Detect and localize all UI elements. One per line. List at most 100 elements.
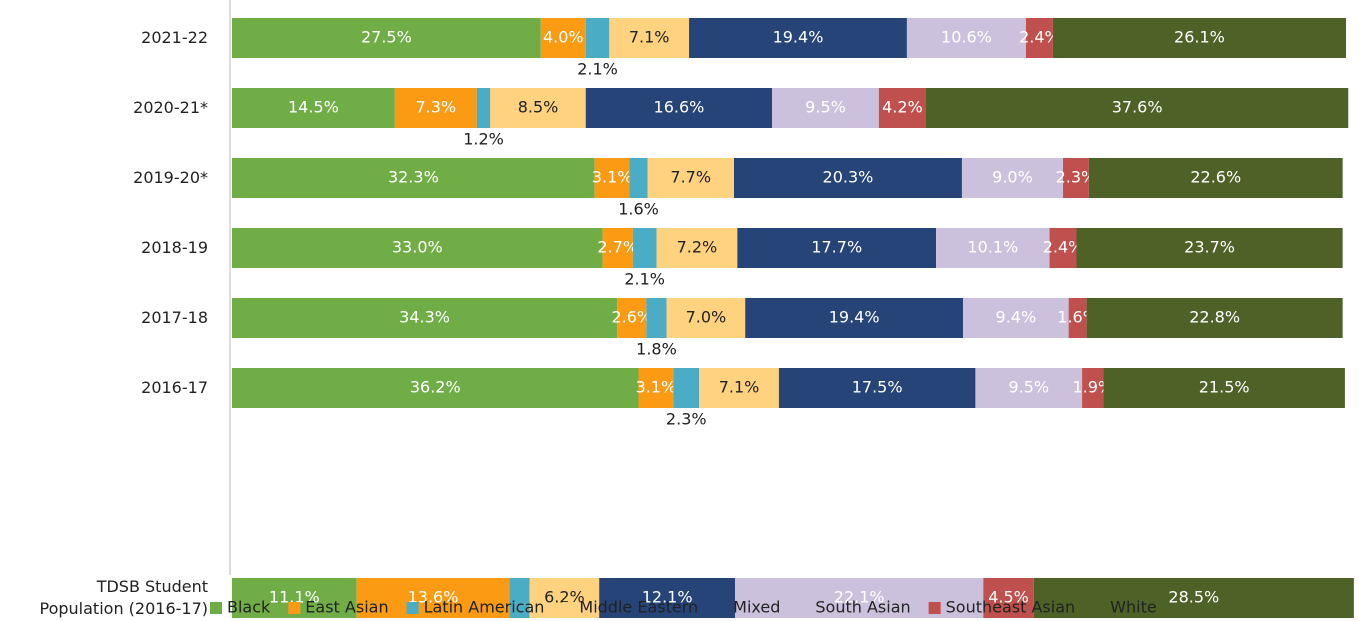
data-label: 3.1% — [636, 378, 677, 397]
bar-segment — [232, 298, 618, 338]
bar-segment — [585, 18, 610, 58]
bar-segment — [602, 228, 633, 268]
bar-segment — [1049, 228, 1077, 268]
data-label: 2.6% — [611, 308, 652, 327]
bar-segment — [232, 18, 541, 58]
bar-segment — [232, 88, 395, 128]
bar-segment — [646, 298, 667, 338]
legend-swatch — [798, 602, 811, 614]
bar-segment — [609, 18, 690, 58]
data-label: 9.5% — [805, 98, 846, 117]
bar-segment — [673, 368, 700, 408]
legend-swatch — [1093, 602, 1106, 614]
data-label: 1.8% — [499, 620, 540, 621]
data-label: 16.6% — [654, 98, 705, 117]
data-label: 2.4% — [1019, 28, 1060, 47]
data-label: 4.2% — [882, 98, 923, 117]
category-label: 2016-17 — [141, 378, 208, 397]
bar-segment — [1088, 158, 1343, 198]
data-label: 17.5% — [852, 378, 903, 397]
bar-segment — [906, 18, 1026, 58]
legend-label: White — [1110, 598, 1157, 617]
bar-segment — [232, 368, 639, 408]
legend-label: South Asian — [815, 598, 910, 617]
legend-label: Mixed — [733, 598, 780, 617]
data-label: 7.7% — [670, 168, 711, 187]
data-label: 11.1% — [269, 588, 320, 607]
data-label: 22.8% — [1189, 308, 1240, 327]
data-label: 12.1% — [642, 588, 693, 607]
data-label: 34.3% — [399, 308, 450, 327]
data-label: 10.6% — [941, 28, 992, 47]
data-label: 6.2% — [544, 588, 585, 607]
bar-segment — [735, 578, 984, 618]
bar-segment — [926, 88, 1349, 128]
bar-segment — [733, 158, 962, 198]
legend-swatch — [210, 602, 222, 614]
bar-segment — [983, 578, 1034, 618]
data-label: 9.0% — [992, 168, 1033, 187]
bar-segment — [1086, 298, 1343, 338]
bar-segment — [745, 298, 964, 338]
data-label: 36.2% — [410, 378, 461, 397]
bar-segment — [394, 88, 477, 128]
bar-segment — [1076, 228, 1343, 268]
bar-segment — [1052, 18, 1347, 58]
data-label: 33.0% — [392, 238, 443, 257]
bar-segment — [699, 368, 779, 408]
data-label: 7.0% — [686, 308, 727, 327]
data-label: 2.1% — [577, 60, 618, 79]
bar-segment — [961, 158, 1064, 198]
bar-segment — [629, 158, 648, 198]
bar-segment — [232, 228, 603, 268]
data-label: 27.5% — [361, 28, 412, 47]
category-label: 2017-18 — [141, 308, 208, 327]
data-label: 7.1% — [629, 28, 670, 47]
data-label: 2.4% — [1043, 238, 1084, 257]
data-label: 26.1% — [1174, 28, 1225, 47]
legend-swatch — [928, 602, 941, 614]
data-label: 19.4% — [829, 308, 880, 327]
data-label: 20.3% — [823, 168, 874, 187]
bar-segment — [778, 368, 976, 408]
bar-segment — [689, 18, 907, 58]
bar-segment — [232, 158, 595, 198]
bar-segment — [666, 298, 746, 338]
data-label: 9.5% — [1008, 378, 1049, 397]
legend-label: East Asian — [305, 598, 388, 617]
data-label: 14.5% — [288, 98, 339, 117]
category-label: 2018-19 — [141, 238, 208, 257]
legend-label: Middle Eastern — [579, 598, 698, 617]
category-label: 2021-22 — [141, 28, 208, 47]
data-label: 2.3% — [666, 410, 707, 429]
legend-swatch — [562, 602, 575, 614]
bar-segment — [540, 18, 586, 58]
bar-segment — [509, 578, 530, 618]
data-label: 2.1% — [624, 270, 665, 289]
bar-segment — [490, 88, 586, 128]
data-label: 22.6% — [1190, 168, 1241, 187]
legend-swatch — [406, 602, 419, 614]
legend-label: Latin American — [424, 598, 545, 617]
legend-swatch — [288, 602, 301, 614]
data-label: 4.5% — [988, 588, 1029, 607]
category-label: TDSB Student Population (2016-17) — [39, 577, 208, 618]
data-label: 21.5% — [1199, 378, 1250, 397]
legend-swatch — [716, 602, 729, 614]
data-label: 1.9% — [1072, 378, 1113, 397]
bar-segment — [737, 228, 937, 268]
bar-segment — [1068, 298, 1087, 338]
bar-segment — [647, 158, 734, 198]
bar-segment — [585, 88, 773, 128]
bar-segment — [476, 88, 491, 128]
data-label: 22.1% — [834, 588, 885, 607]
data-label: 13.6% — [408, 588, 459, 607]
bar-segment — [617, 298, 647, 338]
legend-label: Black — [227, 598, 271, 617]
bar-segment — [1063, 158, 1089, 198]
bar-segment — [594, 158, 630, 198]
bar-segment — [632, 228, 657, 268]
data-label: 9.4% — [996, 308, 1037, 327]
